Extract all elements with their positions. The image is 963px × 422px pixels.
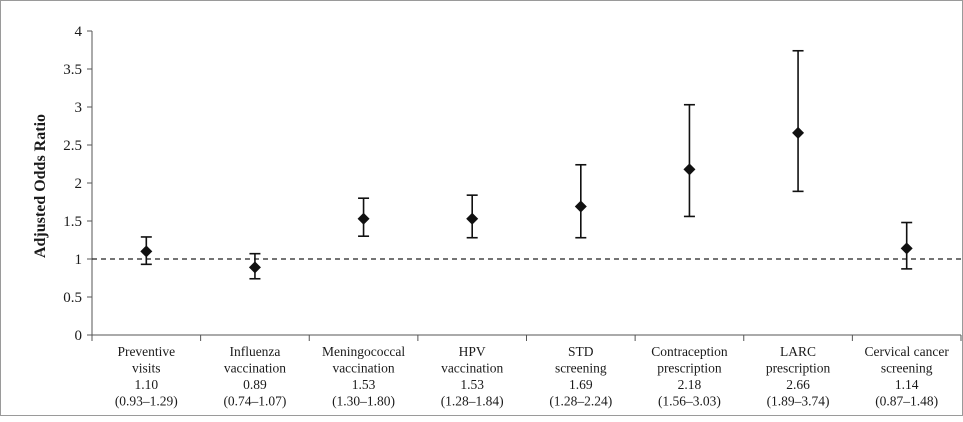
data-marks (140, 49, 913, 280)
point-estimate-marker (466, 212, 479, 225)
category-label-line: visits (132, 361, 161, 376)
category-ci-label: (0.93–1.29) (115, 394, 178, 409)
point-estimate-marker (574, 200, 587, 213)
category-label-line: Contraception (651, 344, 728, 359)
category-ci-label: (0.74–1.07) (223, 394, 286, 409)
category-value-label: 1.14 (895, 377, 919, 392)
category-label-line: Influenza (229, 344, 280, 359)
point-estimate-marker (900, 242, 913, 255)
category-label-line: STD (568, 344, 594, 359)
point-estimate-marker (683, 163, 696, 176)
category-value-label: 1.10 (135, 377, 159, 392)
category-ci-label: (1.56–3.03) (658, 394, 721, 409)
category-value-label: 1.69 (569, 377, 593, 392)
category-label-line: Meningococcal (322, 344, 405, 359)
category-label-line: screening (555, 361, 607, 376)
category-ci-label: (1.28–2.24) (549, 394, 612, 409)
category-label-line: prescription (657, 361, 722, 376)
category-label-line: vaccination (224, 361, 286, 376)
category-label-line: screening (881, 361, 933, 376)
point-estimate-marker (140, 245, 153, 258)
category-value-label: 1.53 (352, 377, 376, 392)
y-tick-label: 0 (75, 328, 83, 344)
point-estimate-marker (792, 126, 805, 139)
point-estimate-marker (248, 261, 261, 274)
y-tick-label: 3.5 (63, 62, 82, 78)
category-ci-label: (1.89–3.74) (767, 394, 830, 409)
y-tick-label: 0.5 (63, 290, 82, 306)
category-label-line: prescription (766, 361, 831, 376)
category-label-line: vaccination (332, 361, 394, 376)
category-label-line: HPV (459, 344, 486, 359)
category-label-line: Cervical cancer (865, 344, 950, 359)
category-label-line: vaccination (441, 361, 503, 376)
y-axis-title: Adjusted Odds Ratio (32, 114, 49, 258)
y-tick-label: 1.5 (63, 214, 82, 230)
category-value-label: 1.53 (460, 377, 484, 392)
category-ci-label: (0.87–1.48) (875, 394, 938, 409)
y-tick-label: 3 (75, 100, 83, 116)
y-tick-label: 4 (75, 24, 83, 40)
y-tick-label: 2.5 (63, 138, 82, 154)
category-value-label: 0.89 (243, 377, 267, 392)
category-ci-label: (1.30–1.80) (332, 394, 395, 409)
category-label-line: Preventive (117, 344, 175, 359)
y-tick-label: 1 (75, 252, 83, 268)
y-tick-label: 2 (75, 176, 83, 192)
point-estimate-marker (357, 212, 370, 225)
category-label-line: LARC (780, 344, 816, 359)
category-ci-label: (1.28–1.84) (441, 394, 504, 409)
category-value-label: 2.66 (786, 377, 810, 392)
category-value-label: 2.18 (678, 377, 702, 392)
axes: 0 0.5 1 1.5 2 2.5 3 3.5 4 (63, 24, 962, 344)
